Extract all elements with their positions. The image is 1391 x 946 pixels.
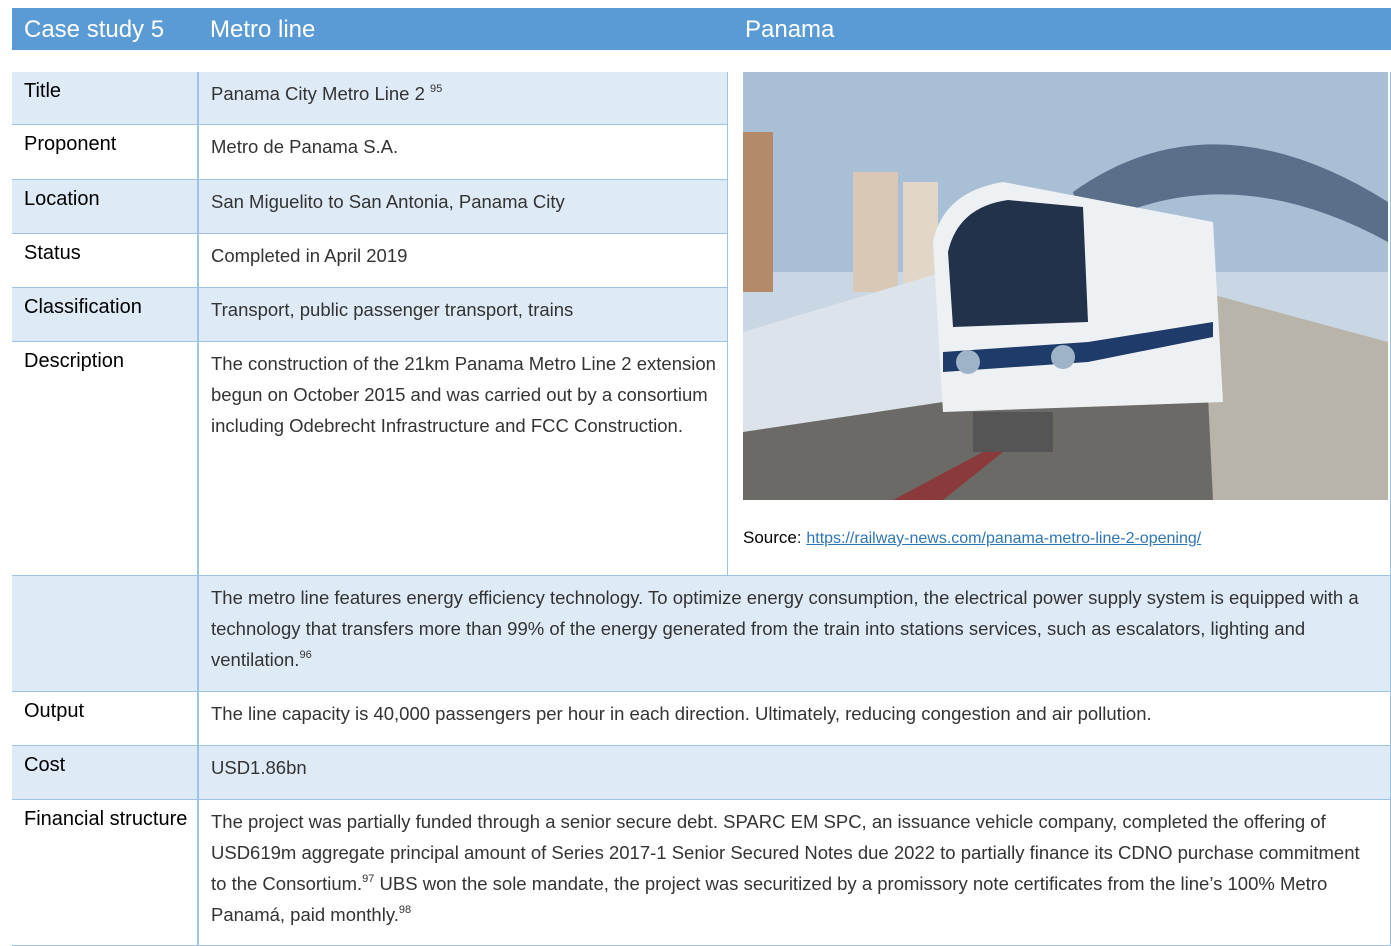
row-label: Location bbox=[12, 180, 198, 234]
row-label: Status bbox=[12, 234, 198, 288]
value-text: The construction of the 21km Panama Metr… bbox=[211, 353, 716, 436]
case-country: Panama bbox=[745, 16, 835, 43]
row-label bbox=[12, 576, 198, 692]
label-text: Title bbox=[24, 80, 62, 102]
row-value: Completed in April 2019 bbox=[198, 234, 728, 288]
label-text: Financial structure bbox=[24, 808, 188, 830]
row-label: Title bbox=[12, 72, 198, 125]
row-label: Proponent bbox=[12, 125, 198, 180]
footnote: 95 bbox=[430, 83, 443, 95]
footnote: 96 bbox=[299, 649, 312, 661]
train-photo bbox=[743, 72, 1388, 500]
value-text: UBS won the sole mandate, the project wa… bbox=[211, 873, 1328, 925]
case-type: Metro line bbox=[210, 16, 316, 43]
case-label: Case study 5 bbox=[24, 16, 165, 43]
source-separator: : bbox=[796, 528, 802, 547]
source-label: Source bbox=[743, 528, 797, 547]
row-label: Financial structure bbox=[12, 800, 198, 946]
row-value: San Miguelito to San Antonia, Panama Cit… bbox=[198, 180, 728, 234]
row-label: Description bbox=[12, 342, 198, 576]
value-text: USD1.86bn bbox=[211, 757, 307, 778]
row-value: Transport, public passenger transport, t… bbox=[198, 288, 728, 342]
image-cell: Source: https://railway-news.com/panama-… bbox=[728, 72, 1391, 576]
row-value: USD1.86bn bbox=[198, 746, 1391, 800]
row-value: The project was partially funded through… bbox=[198, 800, 1391, 946]
row-value: The metro line features energy efficienc… bbox=[198, 576, 1391, 692]
label-text: Description bbox=[24, 350, 125, 372]
row-value: Panama City Metro Line 2 95 bbox=[198, 72, 728, 125]
label-text: Proponent bbox=[24, 133, 117, 155]
value-text: The project was partially funded through… bbox=[211, 811, 1360, 894]
footnote: 98 bbox=[398, 904, 412, 916]
header: Case study 5 Metro line Panama bbox=[12, 8, 1391, 50]
value-text: The line capacity is 40,000 passengers p… bbox=[211, 703, 1152, 724]
row-value: Metro de Panama S.A. bbox=[198, 125, 728, 180]
row-value: The line capacity is 40,000 passengers p… bbox=[198, 692, 1391, 746]
label-text: Classification bbox=[24, 296, 142, 318]
value-text: Completed in April 2019 bbox=[211, 245, 408, 266]
label-text: Cost bbox=[24, 754, 66, 776]
label-text: Location bbox=[24, 188, 100, 210]
row-value: The construction of the 21km Panama Metr… bbox=[198, 342, 728, 576]
row-label: Output bbox=[12, 692, 198, 746]
value-text: San Miguelito to San Antonia, Panama Cit… bbox=[211, 191, 565, 212]
source-link[interactable]: https://railway-news.com/panama-metro-li… bbox=[806, 530, 1202, 547]
footnote: 97 bbox=[362, 873, 375, 885]
value-text: The metro line features energy efficienc… bbox=[211, 587, 1359, 670]
label-text: Output bbox=[24, 700, 85, 722]
source: Source: https://railway-news.com/panama-… bbox=[743, 528, 1201, 548]
label-text: Status bbox=[24, 242, 81, 264]
value-text: Transport, public passenger transport, t… bbox=[211, 299, 574, 320]
row-label: Classification bbox=[12, 288, 198, 342]
row-label: Cost bbox=[12, 746, 198, 800]
value-text: Panama City Metro Line 2 bbox=[211, 83, 425, 104]
value-text: Metro de Panama S.A. bbox=[211, 136, 399, 157]
